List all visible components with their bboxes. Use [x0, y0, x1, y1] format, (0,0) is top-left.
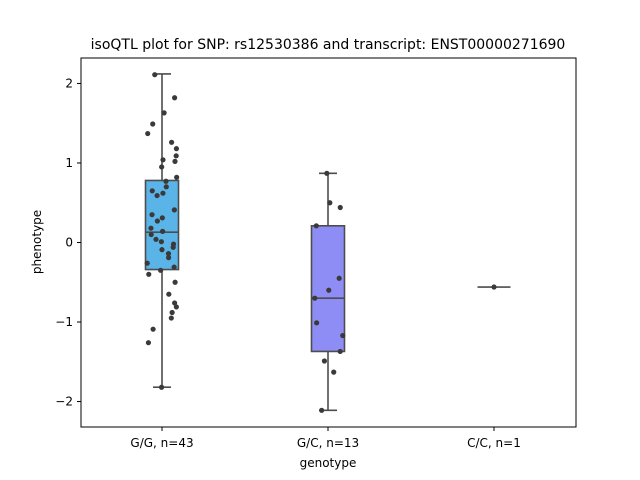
- data-point: [491, 284, 497, 290]
- data-point: [173, 153, 179, 159]
- data-point: [165, 251, 172, 257]
- data-point: [171, 264, 177, 270]
- x-tick-label: G/G, n=43: [130, 436, 193, 450]
- data-point: [154, 192, 160, 199]
- data-point: [152, 72, 158, 78]
- box-group-2: [310, 170, 346, 413]
- data-point: [148, 231, 154, 238]
- data-point: [163, 178, 169, 184]
- x-tick-label: G/C, n=13: [297, 436, 359, 450]
- data-point: [166, 291, 172, 297]
- data-point: [150, 326, 156, 332]
- data-point: [160, 157, 166, 163]
- data-point: [337, 348, 343, 355]
- data-point: [150, 121, 156, 127]
- data-point: [168, 315, 174, 321]
- data-point: [168, 139, 175, 145]
- y-tick-label: −1: [55, 315, 73, 329]
- data-point: [319, 407, 325, 413]
- data-point: [314, 320, 320, 326]
- data-point: [158, 239, 164, 245]
- x-axis: G/G, n=43 G/C, n=13 C/C, n=1: [130, 427, 521, 450]
- data-point: [172, 300, 178, 306]
- data-point: [160, 190, 166, 196]
- y-tick-label: 2: [65, 76, 73, 90]
- data-point: [172, 279, 178, 285]
- data-point: [165, 255, 172, 261]
- x-axis-label: genotype: [300, 456, 357, 470]
- data-point: [149, 188, 155, 194]
- y-tick-label: 0: [65, 236, 73, 250]
- data-point: [159, 228, 166, 234]
- data-point: [159, 247, 165, 253]
- data-point: [163, 184, 169, 190]
- data-point: [154, 218, 160, 224]
- data-point: [149, 212, 155, 218]
- data-point: [172, 158, 178, 164]
- data-point: [144, 260, 150, 266]
- data-point: [173, 304, 179, 310]
- data-point: [174, 174, 180, 180]
- data-point: [170, 244, 176, 250]
- data-point: [146, 271, 152, 277]
- y-axis: 2 1 0 −1 −2: [55, 76, 81, 409]
- x-tick-label: C/C, n=1: [467, 436, 521, 450]
- data-point: [321, 358, 328, 364]
- data-point: [158, 384, 165, 390]
- y-axis-label: phenotype: [30, 210, 44, 274]
- data-point: [159, 164, 165, 170]
- data-point: [173, 146, 180, 152]
- data-point: [172, 95, 178, 101]
- data-point: [326, 287, 332, 293]
- data-point: [331, 369, 337, 375]
- chart-title: isoQTL plot for SNP: rs12530386 and tran…: [91, 37, 566, 53]
- data-point: [158, 267, 164, 273]
- data-point: [340, 332, 346, 339]
- data-point: [327, 200, 333, 206]
- data-point: [336, 275, 342, 281]
- data-point: [313, 223, 319, 229]
- data-point: [145, 130, 151, 137]
- y-tick-label: 1: [65, 156, 73, 170]
- box-group-1: [144, 72, 180, 390]
- data-point: [159, 215, 165, 221]
- data-point: [169, 309, 175, 316]
- box-group-3: [477, 284, 511, 290]
- data-point: [337, 204, 343, 211]
- data-point: [312, 295, 318, 301]
- y-tick-label: −2: [55, 395, 73, 409]
- plot-area: [144, 72, 511, 413]
- data-point: [161, 110, 167, 116]
- data-point: [153, 236, 159, 242]
- data-point: [148, 225, 154, 231]
- data-point: [324, 170, 330, 176]
- data-point: [145, 340, 152, 346]
- data-point: [171, 207, 177, 213]
